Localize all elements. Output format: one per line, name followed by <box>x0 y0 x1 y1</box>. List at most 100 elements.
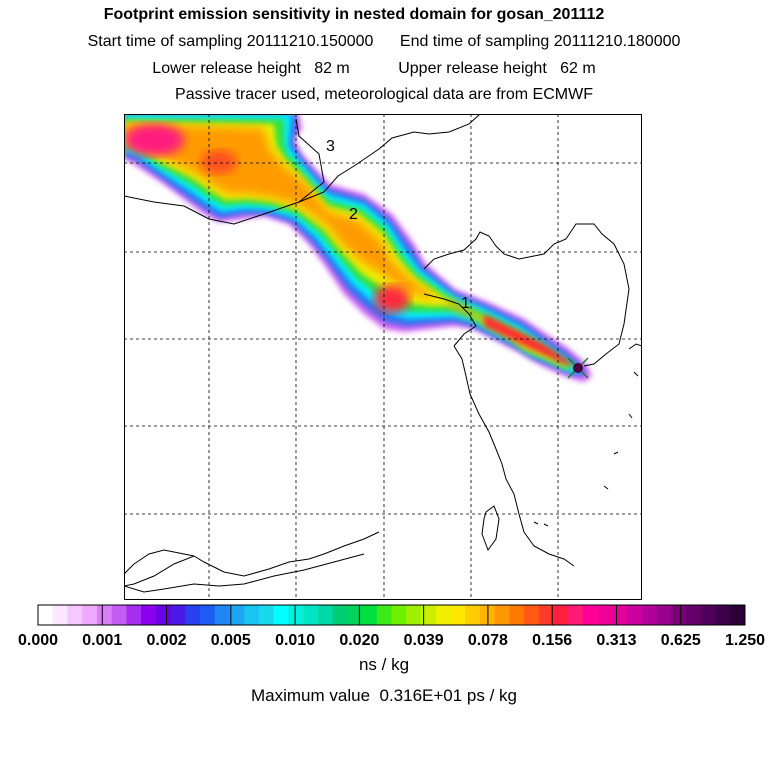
colorbar-cell <box>524 605 540 625</box>
border-inner <box>124 549 195 575</box>
plume <box>124 114 592 382</box>
colorbar-tick-label: 0.005 <box>211 632 251 649</box>
colorbar-tick-label: 0.001 <box>82 632 122 649</box>
colorbar-cell <box>185 605 201 625</box>
release-heights: Lower release height 82 m Upper release … <box>0 60 758 78</box>
end-label: End time of sampling <box>399 33 550 50</box>
max-value: 0.316E+01 ps / kg <box>379 686 518 705</box>
colorbar-cell <box>82 605 98 625</box>
coastlines <box>124 114 642 593</box>
sampling-times: Start time of sampling 20111210.150000 E… <box>0 33 768 51</box>
release-site-marker <box>567 357 589 379</box>
colorbar-cell <box>715 605 731 625</box>
colorbar-cell <box>244 605 260 625</box>
colorbar-tick-label: 1.250 <box>725 632 765 649</box>
plume-core-center <box>374 285 410 313</box>
coast-shandong <box>423 293 477 347</box>
upper-label: Upper release height <box>398 60 547 77</box>
plume-core-northwest <box>124 124 184 156</box>
coast-south-china-2 <box>124 553 365 593</box>
colorbar-cell <box>406 605 422 625</box>
colorbar-cell <box>494 605 510 625</box>
colorbar-cell <box>641 605 658 625</box>
colorbar-frame <box>37 604 746 626</box>
colorbar-cell <box>568 605 584 625</box>
colorbar-cell <box>376 605 392 625</box>
border-north <box>124 114 481 225</box>
plume-core-north <box>201 150 237 174</box>
plot-title: Footprint emission sensitivity in nested… <box>103 6 605 23</box>
colorbar-cell <box>288 605 304 625</box>
colorbar-cell <box>126 605 142 625</box>
colorbar-cell <box>420 605 437 625</box>
lower-label: Lower release height <box>152 60 301 77</box>
coast-south-china <box>124 531 380 587</box>
japan-islands <box>533 371 639 527</box>
plume-orange-layer <box>124 124 568 366</box>
colorbar-tick-label: 0.078 <box>468 632 508 649</box>
colorbar-tick-labels: 0.000 0.001 0.002 0.005 0.010 0.020 0.039 0.078… <box>18 605 765 649</box>
colorbar-cell <box>332 605 348 625</box>
colorbar-cell <box>200 605 216 625</box>
colorbar-cell <box>303 605 319 625</box>
colorbar-cell <box>273 605 289 625</box>
colorbar-cell <box>214 605 230 625</box>
cluster-label-1: 1 <box>461 295 470 312</box>
colorbar-cell <box>347 605 363 625</box>
colorbar-cell <box>730 605 746 625</box>
colorbar-cell <box>38 605 54 625</box>
colorbar-cell <box>362 605 378 625</box>
cluster-label-3: 3 <box>326 138 335 155</box>
colorbar-tick-label: 0.156 <box>532 632 572 649</box>
colorbar-cell <box>597 605 613 625</box>
colorbar-cell <box>509 605 525 625</box>
upper-value: 62 m <box>560 60 596 77</box>
colorbar-tick-label: 0.002 <box>147 632 187 649</box>
colorbar-tick-label: 0.010 <box>275 632 315 649</box>
colorbar-cell <box>391 605 407 625</box>
coast-bohai-korea <box>423 223 630 367</box>
start-label: Start time of sampling <box>87 33 243 50</box>
colorbar-cell <box>700 605 717 625</box>
colorbar-cell <box>538 605 555 625</box>
colorbar-cell <box>686 605 702 625</box>
colorbar-cell <box>52 605 68 625</box>
end-value: 20111210.180000 <box>553 33 681 50</box>
colorbar-tick-label: 0.039 <box>404 632 444 649</box>
colorbar-cell <box>465 605 481 625</box>
colorbar-cell <box>612 605 628 625</box>
maximum-value: Maximum value 0.316E+01 ps / kg <box>0 686 768 706</box>
tracer-note: Passive tracer used, meteorological data… <box>175 86 593 103</box>
colorbar-cell <box>96 605 113 625</box>
colorbar-cell <box>258 605 275 625</box>
colorbar-cell <box>141 605 157 625</box>
colorbar-unit: ns / kg <box>358 655 410 674</box>
colorbar-cell <box>553 605 569 625</box>
plume-core-southeast <box>484 314 576 366</box>
colorbar-cell <box>317 605 334 625</box>
lower-value: 82 m <box>314 60 350 77</box>
colorbar-cell <box>155 605 172 625</box>
cluster-label-2: 2 <box>349 206 358 223</box>
colorbar-cell <box>435 605 451 625</box>
colorbar-tick-label: 0.000 <box>18 632 58 649</box>
border-mongolia <box>295 118 325 203</box>
grid-lines <box>124 114 642 600</box>
footprint-map: 1 2 3 <box>124 114 642 600</box>
start-value: 20111210.150000 <box>246 33 374 50</box>
colorbar-cell <box>111 605 127 625</box>
colorbar-tick-label: 0.020 <box>339 632 379 649</box>
colorbar-cell <box>627 605 643 625</box>
colorbar-cell <box>671 605 687 625</box>
colorbar: 0.000 0.001 0.002 0.005 0.010 0.020 0.039 0.078… <box>18 604 765 649</box>
colorbar-cells <box>37 604 746 626</box>
map-frame <box>124 114 642 600</box>
coast-china-east <box>453 345 575 567</box>
colorbar-cell <box>229 605 245 625</box>
colorbar-cell <box>67 605 83 625</box>
colorbar-cell <box>170 605 186 625</box>
colorbar-cell <box>582 605 599 625</box>
max-label: Maximum value <box>250 686 371 705</box>
colorbar-cell <box>656 605 672 625</box>
colorbar-cell <box>450 605 466 625</box>
